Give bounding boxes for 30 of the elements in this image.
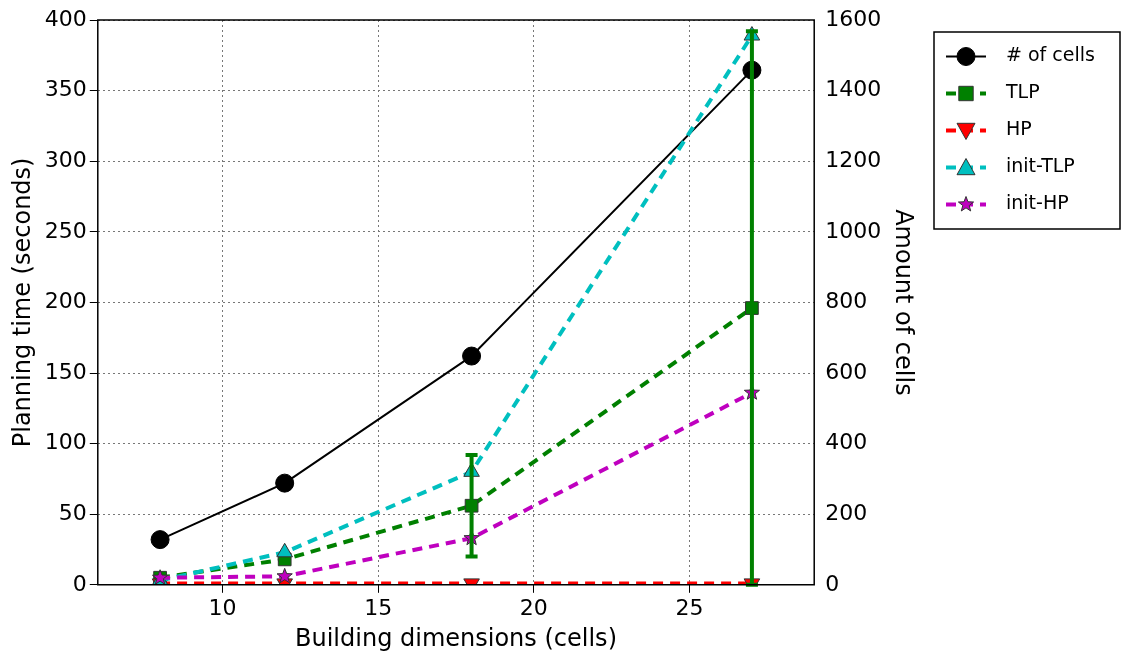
legend-label: # of cells — [1006, 43, 1095, 66]
legend-label: init-TLP — [1006, 154, 1075, 177]
y2-tick-label: 1400 — [825, 76, 882, 102]
y2-tick-label: 0 — [825, 570, 840, 596]
x-axis-title: Building dimensions (cells) — [295, 623, 617, 652]
y-tick-label: 50 — [58, 499, 87, 525]
y-tick-label: 300 — [44, 146, 87, 172]
y-tick-label: 150 — [44, 358, 87, 384]
y2-tick-label: 800 — [825, 288, 868, 314]
y2-axis-title: Amount of cells — [890, 209, 919, 396]
legend-label: TLP — [1005, 80, 1040, 103]
y-tick-label: 400 — [44, 5, 87, 31]
y2-tick-label: 400 — [825, 429, 868, 455]
y2-tick-label: 1000 — [825, 217, 882, 243]
y-tick-label: 100 — [44, 429, 87, 455]
x-tick-label: 15 — [364, 594, 393, 620]
y2-tick-label: 1200 — [825, 146, 882, 172]
y-tick-label: 200 — [44, 288, 87, 314]
y2-tick-label: 200 — [825, 499, 868, 525]
legend-label: init-HP — [1006, 191, 1069, 214]
y2-tick-label: 600 — [825, 358, 868, 384]
y-tick-label: 250 — [44, 217, 87, 243]
y-axis-title: Planning time (seconds) — [7, 157, 36, 448]
x-tick-label: 20 — [519, 594, 548, 620]
y-tick-label: 0 — [72, 570, 87, 596]
x-tick-label: 10 — [208, 594, 237, 620]
legend-label: HP — [1006, 117, 1032, 140]
y-tick-label: 350 — [44, 76, 87, 102]
y2-tick-label: 1600 — [825, 5, 882, 31]
x-tick-label: 25 — [675, 594, 704, 620]
